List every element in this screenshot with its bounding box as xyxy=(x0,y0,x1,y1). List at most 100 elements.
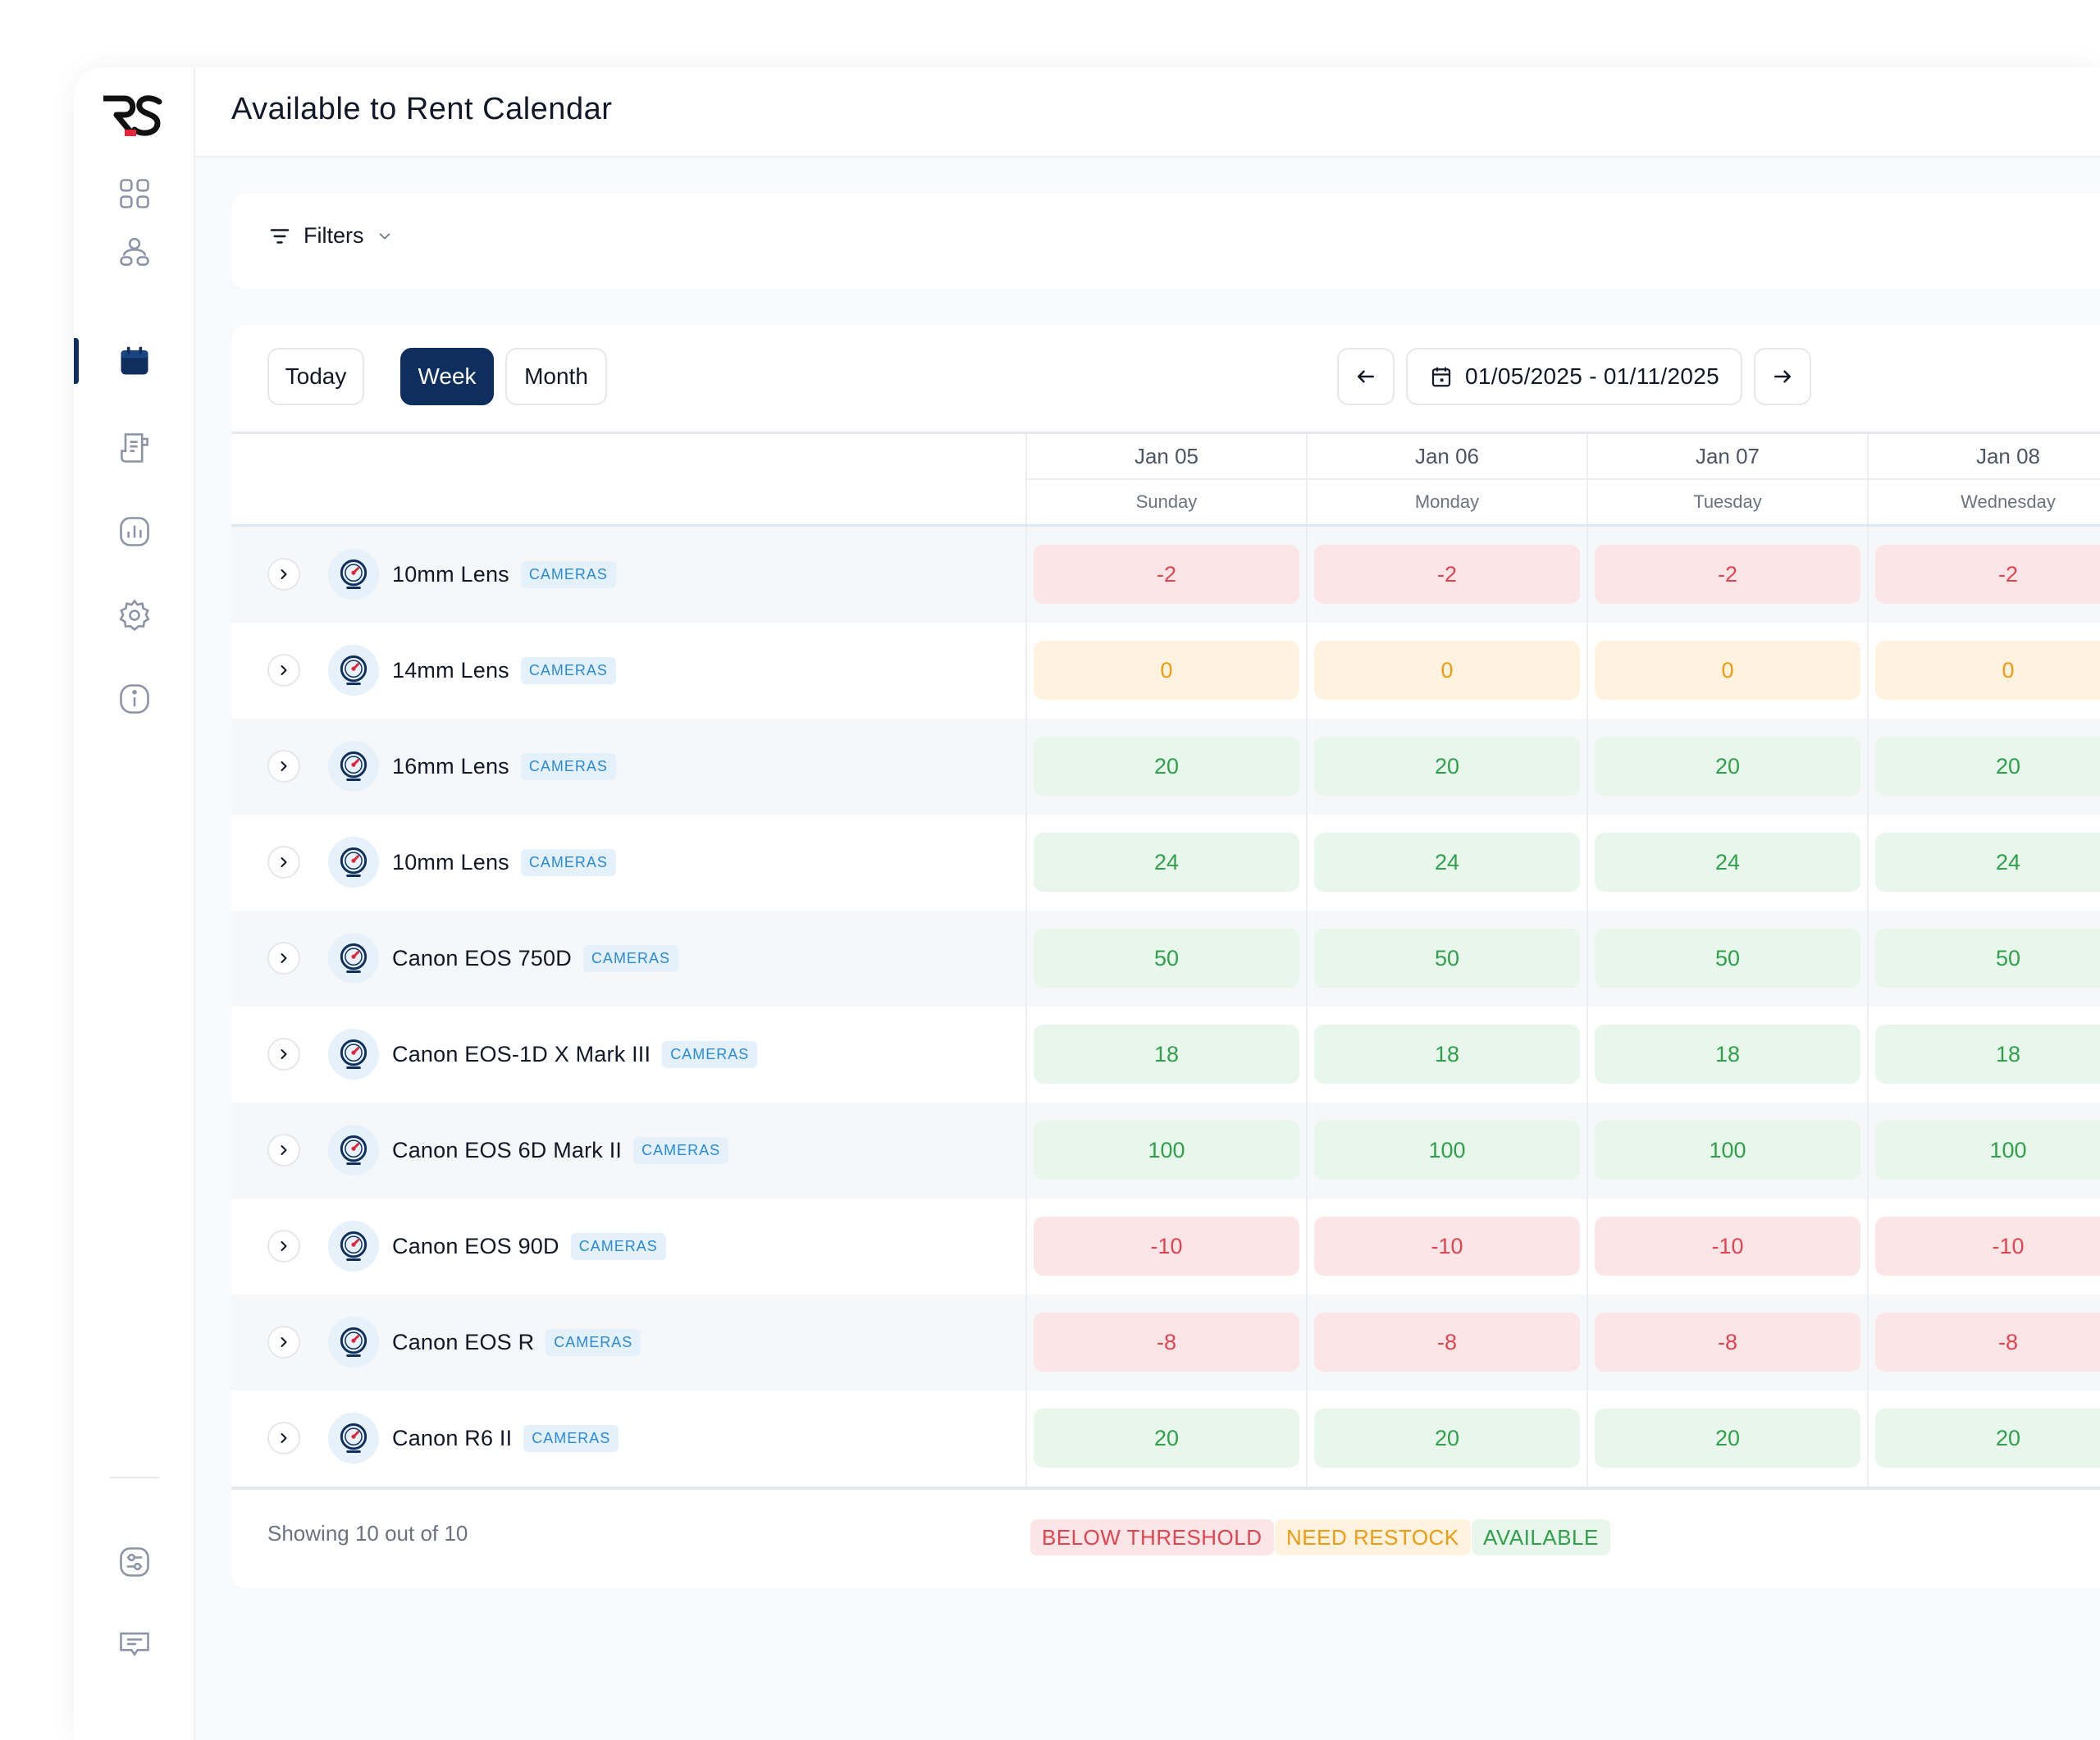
table-row: 16mm Lens CAMERAS 20 20 20 20 xyxy=(231,719,2100,815)
camera-lens-icon xyxy=(340,1423,368,1453)
filter-icon xyxy=(270,228,290,244)
item-name[interactable]: Canon EOS R xyxy=(392,1330,535,1354)
availability-cell: 18 xyxy=(1586,1007,1867,1103)
availability-value[interactable]: 24 xyxy=(1314,833,1580,892)
sidebar-item-calendar[interactable] xyxy=(105,331,164,390)
legend-available: AVAILABLE xyxy=(1472,1519,1610,1555)
availability-value[interactable]: -8 xyxy=(1595,1313,1860,1372)
item-name[interactable]: Canon EOS-1D X Mark III xyxy=(392,1042,651,1066)
category-tag: CAMERAS xyxy=(582,945,678,972)
row-item-cell: Canon R6 II CAMERAS xyxy=(231,1391,950,1487)
expand-row-button[interactable] xyxy=(267,750,300,783)
availability-value[interactable]: -10 xyxy=(1034,1217,1299,1276)
month-button[interactable]: Month xyxy=(505,348,607,405)
today-button[interactable]: Today xyxy=(267,348,364,405)
availability-value[interactable]: 18 xyxy=(1314,1025,1580,1084)
sidebar-item-customers[interactable] xyxy=(105,223,164,282)
availability-value[interactable]: 50 xyxy=(1034,929,1299,988)
availability-value[interactable]: 20 xyxy=(1595,737,1860,796)
availability-value[interactable]: -2 xyxy=(1314,545,1580,604)
logo[interactable] xyxy=(100,92,162,139)
expand-row-button[interactable] xyxy=(267,558,300,591)
availability-cell: 0 xyxy=(1586,623,1867,719)
availability-cell: 0 xyxy=(1306,623,1586,719)
item-name[interactable]: Canon EOS 750D xyxy=(392,946,572,970)
availability-value[interactable]: -10 xyxy=(1875,1217,2100,1276)
filters-button[interactable]: Filters xyxy=(267,223,394,249)
item-name[interactable]: 10mm Lens xyxy=(392,562,509,587)
availability-value[interactable]: -8 xyxy=(1034,1313,1299,1372)
camera-lens-icon xyxy=(340,1231,368,1261)
chevron-right-icon xyxy=(281,1049,287,1059)
expand-row-button[interactable] xyxy=(267,942,300,975)
availability-value[interactable]: 24 xyxy=(1595,833,1860,892)
availability-value[interactable]: -10 xyxy=(1314,1217,1580,1276)
calendar-header: Jan 05 Sunday Jan 06 Monday Jan 07 Tuesday Jan… xyxy=(231,432,2100,527)
date-range-picker[interactable]: 01/05/2025 - 01/11/2025 xyxy=(1406,348,1742,405)
availability-value[interactable]: 18 xyxy=(1875,1025,2100,1084)
item-name[interactable]: 10mm Lens xyxy=(392,850,509,875)
availability-value[interactable]: -2 xyxy=(1595,545,1860,604)
availability-value[interactable]: 20 xyxy=(1875,737,2100,796)
expand-row-button[interactable] xyxy=(267,1038,300,1071)
item-name[interactable]: Canon EOS 90D xyxy=(392,1234,559,1258)
expand-row-button[interactable] xyxy=(267,1230,300,1263)
availability-value[interactable]: 20 xyxy=(1314,737,1580,796)
next-range-button[interactable] xyxy=(1754,348,1811,405)
sidebar-item-orders[interactable] xyxy=(105,418,164,477)
camera-lens-icon xyxy=(340,655,368,685)
item-name[interactable]: Canon R6 II xyxy=(392,1426,513,1450)
expand-row-button[interactable] xyxy=(267,846,300,879)
availability-value[interactable]: 0 xyxy=(1034,641,1299,700)
row-item-cell: Canon EOS 90D CAMERAS xyxy=(231,1199,950,1295)
item-avatar xyxy=(328,549,379,600)
availability-value[interactable]: 50 xyxy=(1875,929,2100,988)
availability-value[interactable]: -2 xyxy=(1034,545,1299,604)
sidebar-item-info[interactable] xyxy=(105,669,164,728)
availability-value[interactable]: 100 xyxy=(1314,1121,1580,1180)
availability-value[interactable]: 18 xyxy=(1034,1025,1299,1084)
sidebar-item-dashboard[interactable] xyxy=(105,164,164,223)
sidebar-item-reports[interactable] xyxy=(105,502,164,561)
week-button[interactable]: Week xyxy=(400,348,494,405)
table-row: Canon EOS R CAMERAS -8 -8 -8 -8 xyxy=(231,1295,2100,1391)
availability-cell: 20 xyxy=(1025,719,1306,815)
availability-value[interactable]: 20 xyxy=(1875,1409,2100,1468)
availability-value[interactable]: 18 xyxy=(1595,1025,1860,1084)
availability-value[interactable]: 20 xyxy=(1034,1409,1299,1468)
item-name[interactable]: Canon EOS 6D Mark II xyxy=(392,1138,623,1162)
availability-value[interactable]: 100 xyxy=(1034,1121,1299,1180)
chevron-right-icon xyxy=(281,569,287,579)
availability-value[interactable]: -2 xyxy=(1875,545,2100,604)
availability-value[interactable]: 50 xyxy=(1595,929,1860,988)
availability-value[interactable]: 50 xyxy=(1314,929,1580,988)
item-name[interactable]: 14mm Lens xyxy=(392,658,509,683)
availability-value[interactable]: 0 xyxy=(1875,641,2100,700)
expand-row-button[interactable] xyxy=(267,654,300,687)
availability-value[interactable]: 20 xyxy=(1314,1409,1580,1468)
table-row: Canon EOS 6D Mark II CAMERAS 100 100 100 100 xyxy=(231,1103,2100,1199)
availability-value[interactable]: 0 xyxy=(1595,641,1860,700)
availability-value[interactable]: 100 xyxy=(1595,1121,1860,1180)
sidebar-item-preferences[interactable] xyxy=(105,1532,164,1592)
prev-range-button[interactable] xyxy=(1337,348,1395,405)
sidebar-item-settings[interactable] xyxy=(105,586,164,645)
availability-value[interactable]: 20 xyxy=(1595,1409,1860,1468)
availability-value[interactable]: -8 xyxy=(1875,1313,2100,1372)
sidebar-item-messages[interactable] xyxy=(105,1614,164,1674)
expand-row-button[interactable] xyxy=(267,1326,300,1359)
sliders-icon xyxy=(120,1547,149,1577)
item-name[interactable]: 16mm Lens xyxy=(392,754,509,779)
sidebar xyxy=(74,67,195,1740)
expand-row-button[interactable] xyxy=(267,1134,300,1167)
availability-value[interactable]: 20 xyxy=(1034,737,1299,796)
availability-value[interactable]: -8 xyxy=(1314,1313,1580,1372)
availability-value[interactable]: -10 xyxy=(1595,1217,1860,1276)
users-icon xyxy=(120,237,149,266)
availability-value[interactable]: 24 xyxy=(1875,833,2100,892)
availability-value[interactable]: 100 xyxy=(1875,1121,2100,1180)
expand-row-button[interactable] xyxy=(267,1422,300,1455)
item-label-group: Canon R6 II CAMERAS xyxy=(392,1391,619,1487)
availability-value[interactable]: 24 xyxy=(1034,833,1299,892)
availability-value[interactable]: 0 xyxy=(1314,641,1580,700)
